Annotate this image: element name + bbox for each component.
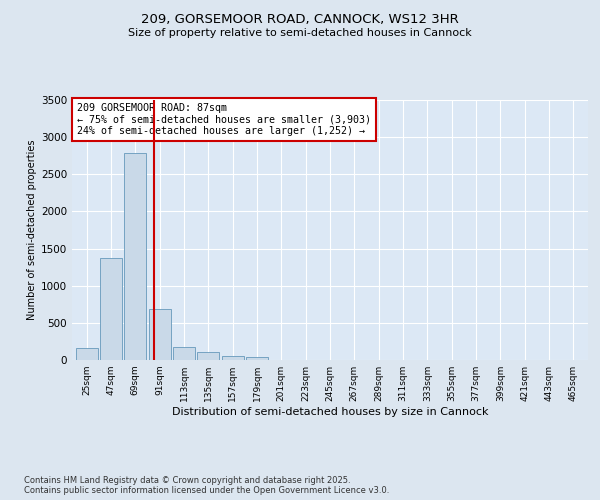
X-axis label: Distribution of semi-detached houses by size in Cannock: Distribution of semi-detached houses by … [172, 407, 488, 417]
Bar [197, 352, 219, 360]
Bar [100, 258, 122, 360]
Bar [124, 154, 146, 360]
Text: 209, GORSEMOOR ROAD, CANNOCK, WS12 3HR: 209, GORSEMOOR ROAD, CANNOCK, WS12 3HR [141, 12, 459, 26]
Bar [173, 347, 195, 360]
Text: Size of property relative to semi-detached houses in Cannock: Size of property relative to semi-detach… [128, 28, 472, 38]
Text: 209 GORSEMOOR ROAD: 87sqm
← 75% of semi-detached houses are smaller (3,903)
24% : 209 GORSEMOOR ROAD: 87sqm ← 75% of semi-… [77, 102, 371, 136]
Bar [221, 356, 244, 360]
Bar [76, 348, 98, 360]
Text: Contains HM Land Registry data © Crown copyright and database right 2025.
Contai: Contains HM Land Registry data © Crown c… [24, 476, 389, 495]
Bar [149, 308, 170, 360]
Y-axis label: Number of semi-detached properties: Number of semi-detached properties [27, 140, 37, 320]
Bar [246, 358, 268, 360]
